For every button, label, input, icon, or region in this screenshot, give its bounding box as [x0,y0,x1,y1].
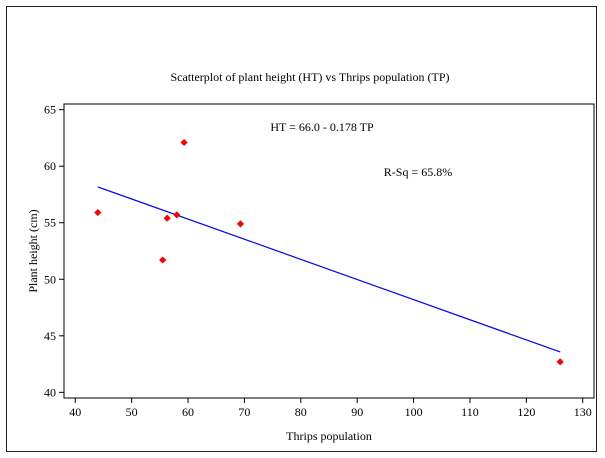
regression-line [97,186,561,353]
data-point [556,358,564,366]
x-axis-label: Thrips population [286,429,372,443]
x-tick-label: 50 [126,405,138,419]
data-point [236,220,245,228]
y-tick-label: 50 [44,272,56,286]
y-tick-label: 55 [44,216,56,230]
y-axis-label: Plant height (cm) [26,209,40,292]
x-tick-label: 90 [351,405,363,419]
data-point [94,208,102,217]
regression-equation: HT = 66.0 - 0.178 TP [270,120,374,134]
data-point [163,214,171,222]
y-tick-label: 60 [44,159,56,173]
data-point [159,256,167,264]
x-tick-label: 70 [238,405,250,419]
chart-frame [6,6,597,452]
data-point [173,211,181,219]
y-tick-label: 45 [44,329,56,343]
x-tick-label: 60 [182,405,194,419]
y-axis: 40 45 50 55 60 65 [44,103,64,399]
y-tick-label: 40 [44,385,56,399]
chart-title: Scatterplot of plant height (HT) vs Thri… [170,70,449,84]
plot-area [63,103,595,399]
data-point [180,138,188,147]
x-tick-label: 100 [405,405,423,419]
data-points [94,138,564,366]
x-tick-label: 110 [461,405,479,419]
x-tick-label: 80 [295,405,307,419]
x-axis: 40 50 60 70 80 90 100 110 120 130 [69,398,592,419]
y-tick-label: 65 [44,103,56,117]
x-tick-label: 130 [574,405,592,419]
x-tick-label: 120 [517,405,535,419]
x-tick-label: 40 [69,405,81,419]
r-squared-label: R-Sq = 65.8% [384,165,452,179]
